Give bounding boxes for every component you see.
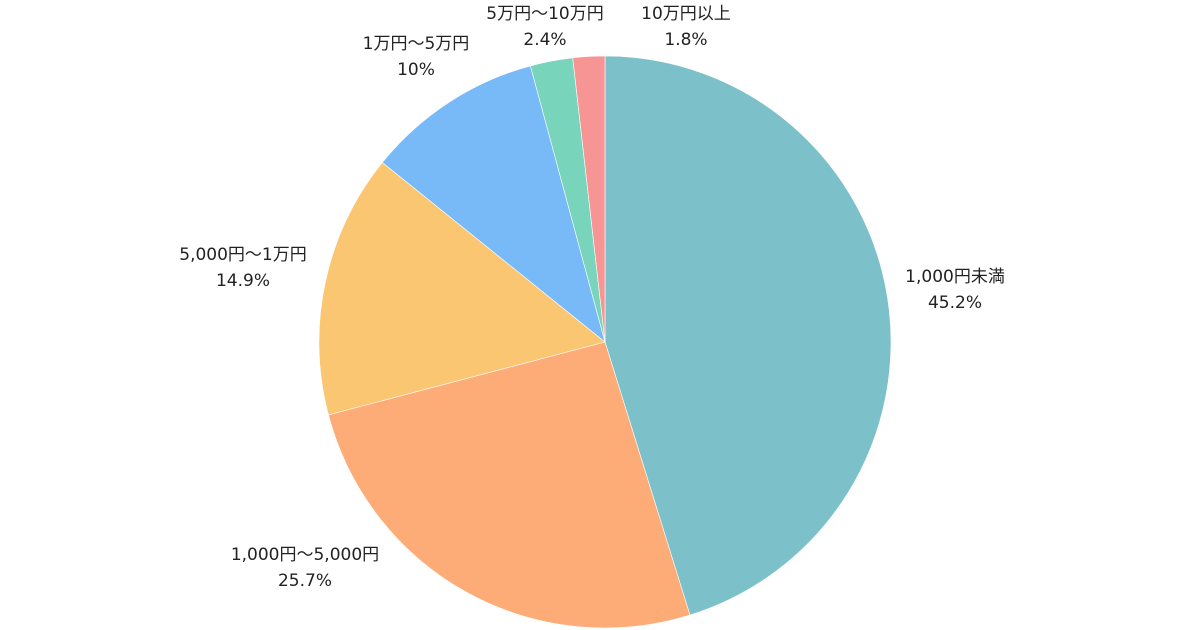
slice-value-label-1: 45.2% (928, 293, 982, 313)
pie-slice-4 (381, 65, 606, 343)
slice-label-group-5: 5万円〜10万円 2.4% (486, 4, 603, 50)
pie-slice-1 (604, 55, 892, 616)
slice-label-1: 1,000円未満 (905, 267, 1005, 287)
slice-label-2: 1,000円〜5,000円 (231, 545, 379, 565)
slices-layer (318, 55, 892, 629)
slice-label-3: 5,000円〜1万円 (179, 245, 306, 265)
pie-slice-2 (328, 341, 691, 629)
slice-label-group-6: 10万円以上 1.8% (641, 4, 731, 50)
slice-label-group-2: 1,000円〜5,000円 25.7% (231, 545, 379, 591)
slice-label-group-4: 1万円〜5万円 10% (363, 34, 470, 80)
slice-value-label-4: 10% (397, 60, 435, 80)
slice-label-group-1: 1,000円未満 45.2% (905, 267, 1005, 313)
slice-value-label-3: 14.9% (216, 271, 270, 291)
pie-slice-3 (318, 162, 606, 416)
slice-label-5: 5万円〜10万円 (486, 4, 603, 24)
labels-layer: 1,000円未満 45.2% 1,000円〜5,000円 25.7% 5,000円〜1万… (179, 4, 1005, 591)
slice-value-label-5: 2.4% (523, 30, 566, 50)
slice-label-group-3: 5,000円〜1万円 14.9% (179, 245, 306, 291)
pie-slice-6 (572, 55, 606, 343)
slice-label-6: 10万円以上 (641, 4, 731, 24)
slice-value-label-6: 1.8% (664, 30, 707, 50)
slice-label-4: 1万円〜5万円 (363, 34, 470, 54)
slice-value-label-2: 25.7% (278, 571, 332, 591)
